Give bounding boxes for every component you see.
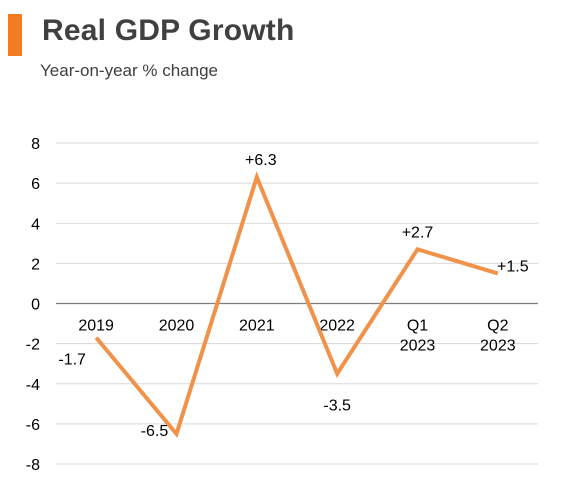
x-category-label: 2021	[239, 318, 275, 335]
data-label: +6.3	[245, 152, 277, 169]
x-category-label: Q1 2023	[400, 318, 436, 355]
y-tick-label: -4	[26, 377, 40, 394]
y-tick-label: -6	[26, 417, 40, 434]
y-tick-label: 2	[31, 256, 40, 273]
data-label: -3.5	[323, 398, 351, 415]
x-category-label: 2019	[78, 318, 114, 335]
y-tick-label: 0	[31, 297, 40, 314]
title-accent-bar	[8, 14, 22, 56]
x-category-label: 2022	[319, 318, 355, 335]
x-category-label: Q2 2023	[480, 318, 516, 355]
data-label: +1.5	[497, 258, 529, 275]
series-line	[94, 171, 499, 438]
data-label: +2.7	[402, 224, 434, 241]
data-label: -1.7	[58, 352, 86, 369]
gdp-growth-line	[94, 171, 499, 438]
data-labels: -1.7 -6.5 +6.3 -3.5 +2.7 +1.5	[58, 152, 528, 440]
y-tick-label: 4	[31, 216, 40, 233]
chart-title: Real GDP Growth	[42, 14, 295, 47]
chart-subtitle: Year-on-year % change	[40, 61, 218, 80]
data-label: -6.5	[141, 423, 169, 440]
y-tick-label: 6	[31, 176, 40, 193]
y-tick-label: -2	[26, 337, 40, 354]
y-tick-label: -8	[26, 457, 40, 474]
y-tick-label: 8	[31, 136, 40, 153]
x-category-label: 2020	[159, 318, 195, 335]
x-axis-categories: 2019 2020 2021 2022 Q1 2023 Q2 2023	[78, 318, 515, 355]
y-axis-ticks: -8 -6 -4 -2 0 2 4 6 8	[26, 136, 40, 474]
